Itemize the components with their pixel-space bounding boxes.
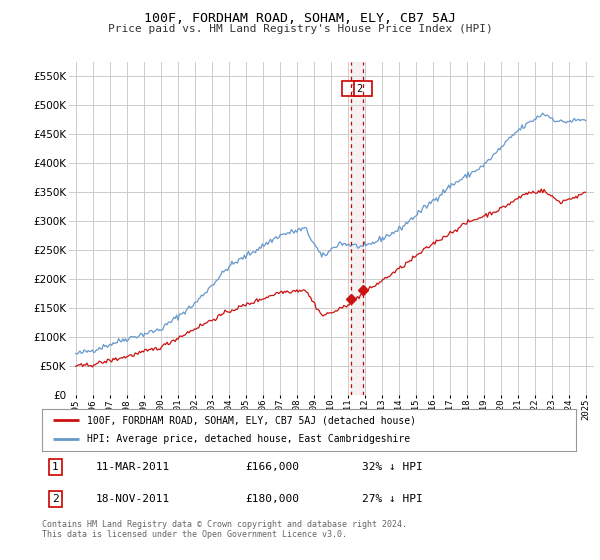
Text: Contains HM Land Registry data © Crown copyright and database right 2024.
This d: Contains HM Land Registry data © Crown c… — [42, 520, 407, 539]
Text: 1: 1 — [344, 84, 357, 94]
Text: 27% ↓ HPI: 27% ↓ HPI — [362, 494, 423, 504]
Text: 18-NOV-2011: 18-NOV-2011 — [95, 494, 170, 504]
Text: HPI: Average price, detached house, East Cambridgeshire: HPI: Average price, detached house, East… — [88, 435, 410, 445]
Text: 11-MAR-2011: 11-MAR-2011 — [95, 462, 170, 472]
Text: Price paid vs. HM Land Registry's House Price Index (HPI): Price paid vs. HM Land Registry's House … — [107, 24, 493, 34]
Text: £180,000: £180,000 — [245, 494, 299, 504]
Text: 100F, FORDHAM ROAD, SOHAM, ELY, CB7 5AJ: 100F, FORDHAM ROAD, SOHAM, ELY, CB7 5AJ — [144, 12, 456, 25]
Bar — [351, 62, 363, 395]
Text: 2: 2 — [52, 494, 59, 504]
Text: £166,000: £166,000 — [245, 462, 299, 472]
Text: 100F, FORDHAM ROAD, SOHAM, ELY, CB7 5AJ (detached house): 100F, FORDHAM ROAD, SOHAM, ELY, CB7 5AJ … — [88, 415, 416, 425]
Text: 2: 2 — [356, 84, 369, 94]
Text: 1: 1 — [52, 462, 59, 472]
Text: 32% ↓ HPI: 32% ↓ HPI — [362, 462, 423, 472]
